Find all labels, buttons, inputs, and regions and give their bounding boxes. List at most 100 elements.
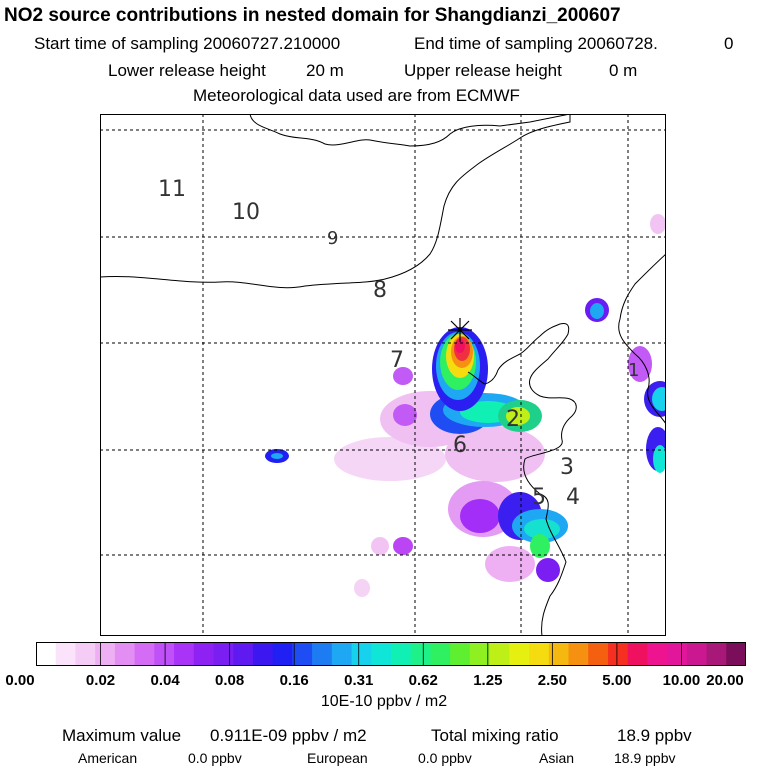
upper-release-value: 0 m bbox=[609, 61, 638, 80]
region-label: 7 bbox=[390, 348, 404, 373]
region-label: 11 bbox=[158, 177, 186, 202]
upper-release-label: Upper release height bbox=[404, 61, 562, 80]
plume-purple bbox=[393, 537, 413, 555]
colorbar-cell bbox=[55, 642, 76, 666]
colorbar-tick-label: 1.25 bbox=[473, 672, 503, 689]
american-value: 0.0 ppbv bbox=[188, 750, 242, 766]
plume-light bbox=[371, 537, 389, 555]
plume-light bbox=[445, 426, 545, 482]
colorbar-cell bbox=[410, 642, 431, 666]
colorbar-cell bbox=[95, 642, 116, 666]
plume-cyan bbox=[652, 387, 666, 411]
colorbar-cell bbox=[588, 642, 609, 666]
colorbar-cell bbox=[726, 642, 746, 666]
colorbar-cell bbox=[174, 642, 195, 666]
colorbar-tick-label: 0.31 bbox=[344, 672, 374, 689]
colorbar-cell bbox=[647, 642, 668, 666]
total-mixing-label: Total mixing ratio bbox=[431, 726, 559, 745]
map-title: NO2 source contributions in nested domai… bbox=[4, 5, 621, 26]
plume-green bbox=[530, 534, 550, 558]
colorbar-cell bbox=[469, 642, 491, 666]
colorbar-cell bbox=[75, 642, 96, 666]
plume-purple bbox=[628, 346, 652, 382]
colorbar-units: 10E-10 ppbv / m2 bbox=[320, 693, 448, 710]
colorbar-cell bbox=[450, 642, 471, 666]
region-label: 3 bbox=[560, 455, 574, 480]
colorbar-cell bbox=[529, 642, 550, 666]
colorbar-tick-label: 10.00 bbox=[662, 672, 701, 689]
colorbar-tick-label: 20.00 bbox=[706, 672, 744, 689]
coastlines bbox=[100, 114, 666, 636]
colorbar-tick-label: 5.00 bbox=[602, 672, 632, 689]
plume-light bbox=[354, 579, 370, 597]
end-time-suffix: 0 bbox=[724, 34, 734, 53]
colorbar-tick-label: 2.50 bbox=[537, 672, 567, 689]
colorbar-cell bbox=[548, 642, 569, 666]
colorbar-cell bbox=[312, 642, 333, 666]
start-time: Start time of sampling 20060727.210000 bbox=[34, 34, 341, 53]
plume-cyan bbox=[590, 303, 604, 319]
region-label: 4 bbox=[566, 485, 580, 510]
region-label: 1 bbox=[628, 360, 639, 381]
region-label: 5 bbox=[532, 485, 546, 510]
european-value: 0.0 ppbv bbox=[418, 750, 472, 766]
colorbar-cell bbox=[331, 642, 353, 666]
colorbar-tick-label: 0.16 bbox=[279, 672, 309, 689]
colorbar-cell bbox=[627, 642, 648, 666]
colorbar bbox=[36, 642, 746, 666]
map-panel: 11 10 9 8 7 6 2 3 5 4 1 bbox=[100, 114, 666, 636]
receptor-star-icon bbox=[448, 318, 472, 342]
colorbar-tick-label: 0.02 bbox=[85, 672, 116, 689]
plume-teal bbox=[653, 445, 666, 473]
colorbar-frame bbox=[36, 642, 746, 666]
colorbar-tick-label: 0.08 bbox=[215, 672, 245, 689]
total-mixing-value: 18.9 ppbv bbox=[617, 726, 692, 745]
plume-cyan bbox=[271, 453, 283, 459]
asian-value: 18.9 ppbv bbox=[614, 750, 676, 766]
plume-light bbox=[650, 214, 666, 234]
colorbar-cell bbox=[193, 642, 214, 666]
max-value-label: Maximum value bbox=[62, 726, 182, 745]
colorbar-cell bbox=[351, 642, 372, 666]
plume-purple bbox=[393, 367, 413, 385]
colorbar-cell bbox=[489, 642, 510, 666]
colorbar-cell bbox=[292, 642, 313, 666]
colorbar-cell bbox=[36, 642, 57, 666]
colorbar-cell bbox=[252, 642, 274, 666]
plume-yellow bbox=[506, 407, 530, 425]
region-label: 6 bbox=[453, 433, 467, 458]
colorbar-cell bbox=[154, 642, 175, 666]
colorbar-cell bbox=[706, 642, 727, 666]
colorbar-cell bbox=[114, 642, 136, 666]
colorbar-tick-label: 0.62 bbox=[408, 672, 438, 689]
lat-lon-grid bbox=[100, 114, 666, 636]
colorbar-cell bbox=[568, 642, 589, 666]
region-label: 10 bbox=[232, 200, 260, 225]
plume-light bbox=[485, 546, 535, 582]
colorbar-cell bbox=[371, 642, 392, 666]
colorbar-tick-label: 0.04 bbox=[150, 672, 180, 689]
source-region-labels: 11 10 9 8 7 6 2 3 5 4 1 bbox=[158, 177, 639, 510]
lower-release-value: 20 m bbox=[306, 61, 344, 80]
plume-purple bbox=[460, 499, 500, 533]
american-label: American bbox=[78, 750, 138, 766]
colorbar-cell bbox=[213, 642, 234, 666]
plume-purple bbox=[393, 404, 417, 426]
end-time: End time of sampling 20060728. bbox=[414, 34, 658, 53]
colorbar-cell bbox=[607, 642, 629, 666]
colorbar-tick-label: 0.00 bbox=[5, 672, 35, 689]
region-label: 2 bbox=[506, 407, 520, 432]
european-label: European bbox=[307, 750, 368, 766]
colorbar-cells bbox=[36, 642, 746, 666]
region-label: 8 bbox=[373, 278, 387, 303]
region-label: 9 bbox=[327, 228, 338, 249]
colorbar-cell bbox=[686, 642, 708, 666]
asian-label: Asian bbox=[539, 750, 575, 766]
map-frame bbox=[100, 114, 666, 636]
colorbar-cell bbox=[272, 642, 293, 666]
colorbar-cell bbox=[391, 642, 412, 666]
plume-light bbox=[334, 437, 446, 481]
colorbar-cell bbox=[430, 642, 451, 666]
concentration-field bbox=[265, 214, 666, 597]
colorbar-cell bbox=[233, 642, 254, 666]
